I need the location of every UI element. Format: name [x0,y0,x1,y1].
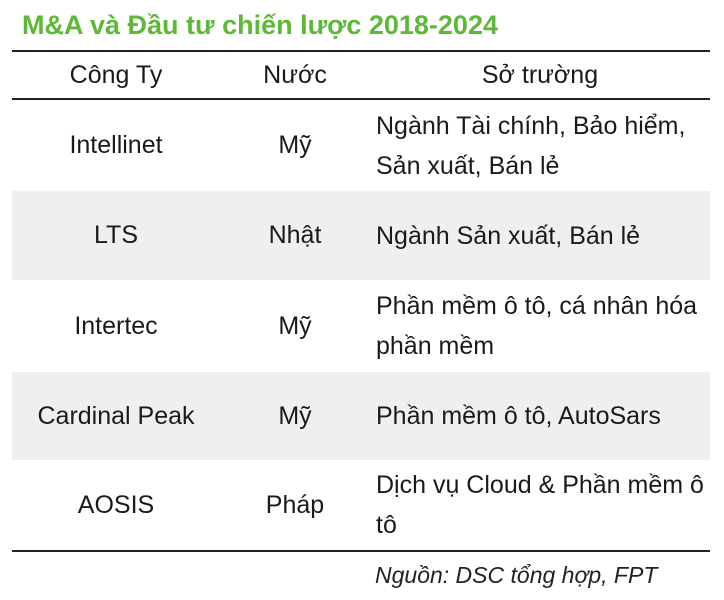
table-row: LTS Nhật Ngành Sản xuất, Bán lẻ [12,191,710,280]
cell-country: Mỹ [278,401,312,430]
table-row: Intertec Mỹ Phần mềm ô tô, cá nhân hóa p… [12,280,710,372]
table-row: Cardinal Peak Mỹ Phần mềm ô tô, AutoSars [12,372,710,460]
page-title: M&A và Đầu tư chiến lược 2018-2024 [22,10,498,40]
cell-company: Intertec [74,311,158,340]
cell-strength: Dịch vụ Cloud & Phần mềm ô tô [376,471,704,539]
cell-country: Nhật [268,221,322,249]
cell-company: AOSIS [77,490,155,519]
ma-table: Công Ty Nước Sở trường Intellinet Mỹ Ngà… [12,50,710,552]
cell-country: Pháp [265,490,325,519]
cell-company: LTS [94,221,138,249]
cell-strength: Phần mềm ô tô, cá nhân hóa phần mềm [376,292,698,360]
header-strength: Sở trường [481,61,599,89]
cell-strength: Phần mềm ô tô, AutoSars [376,402,661,430]
table-header: Công Ty Nước Sở trường [12,50,710,100]
source-note: Nguồn: DSC tổng hợp, FPT [375,562,658,588]
cell-country: Mỹ [278,131,312,159]
cell-country: Mỹ [278,311,312,340]
header-country: Nước [263,60,327,89]
table-row: AOSIS Pháp Dịch vụ Cloud & Phần mềm ô tô [12,460,710,550]
table-bottom-rule [12,550,710,552]
table-row: Intellinet Mỹ Ngành Tài chính, Bảo hiểm,… [12,100,710,191]
cell-strength: Ngành Tài chính, Bảo hiểm, Sản xuất, Bán… [376,111,686,180]
header-company: Công Ty [69,60,163,89]
cell-strength: Ngành Sản xuất, Bán lẻ [376,221,641,250]
cell-company: Intellinet [69,131,163,159]
cell-company: Cardinal Peak [37,401,195,430]
